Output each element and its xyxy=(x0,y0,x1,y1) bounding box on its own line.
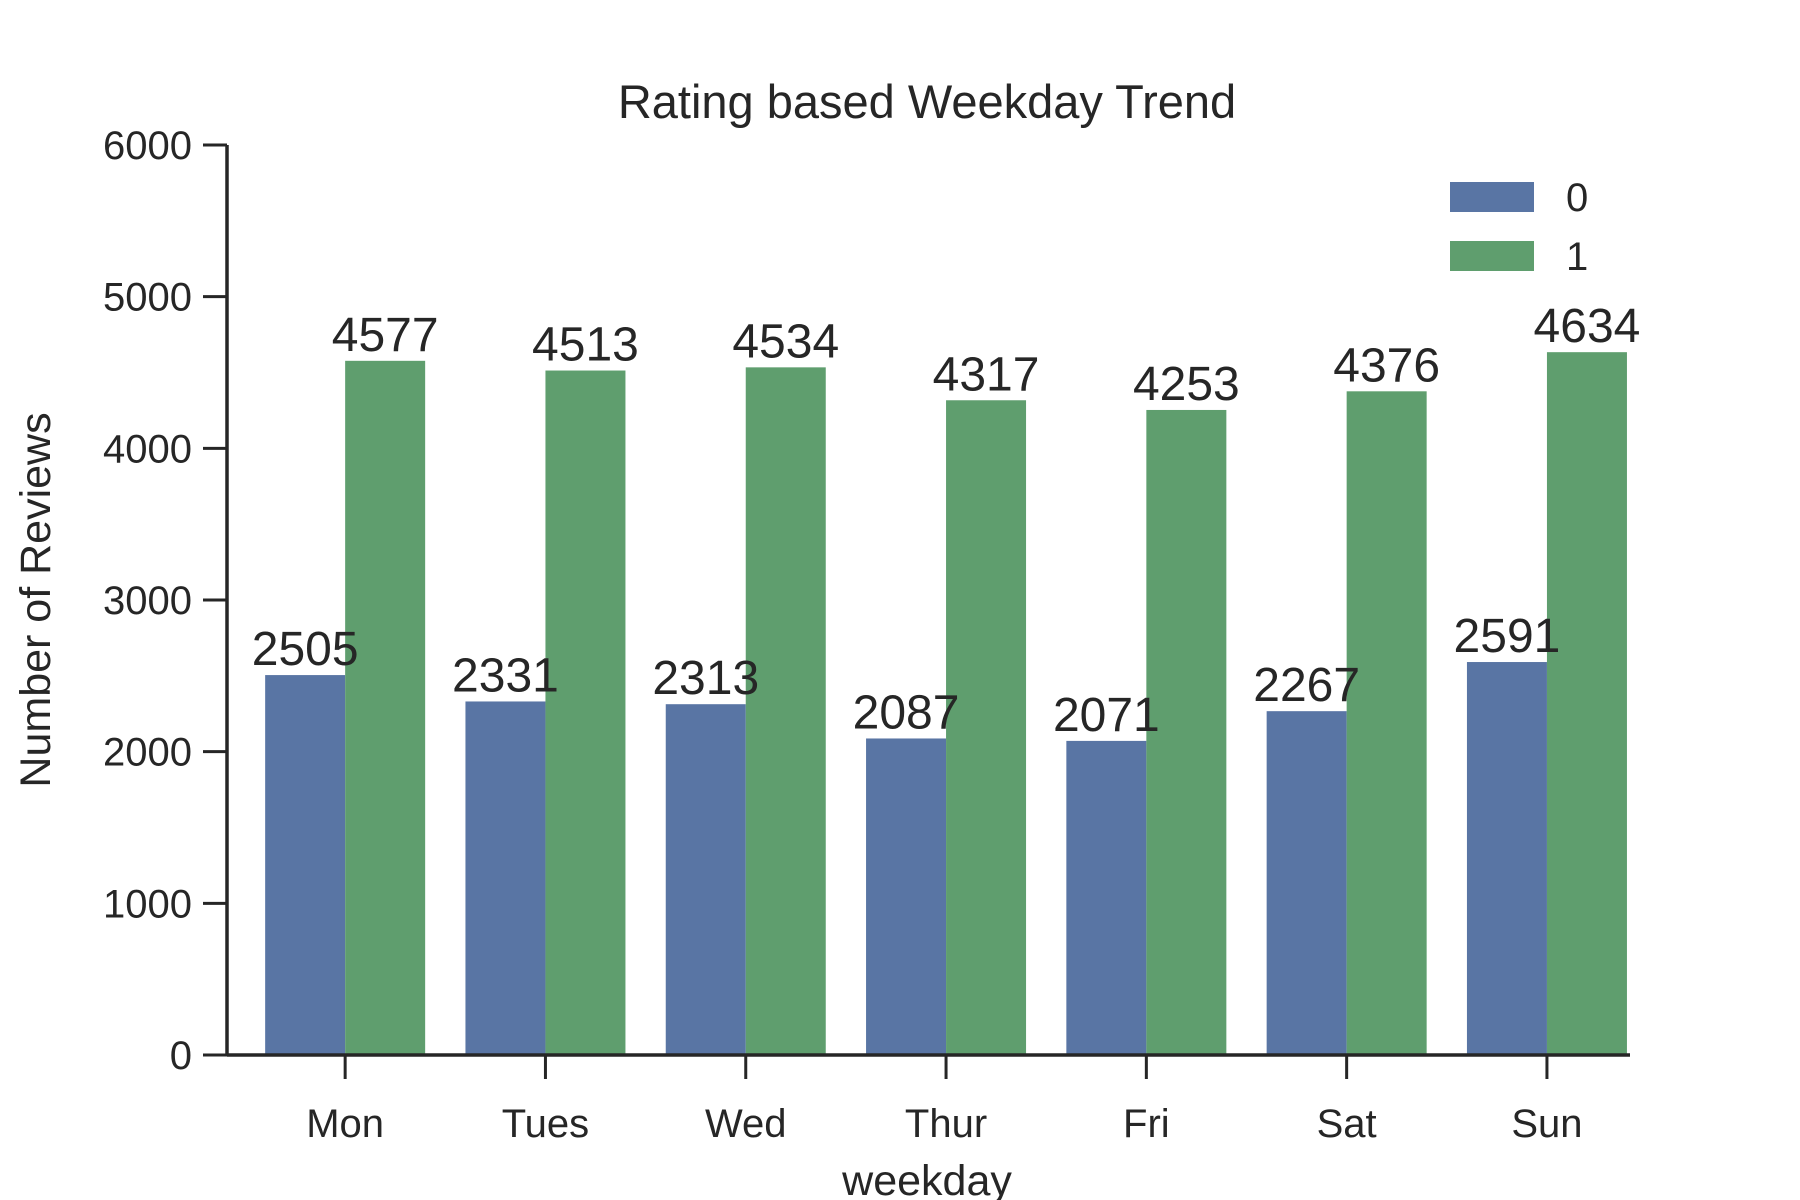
legend-swatch-series-0 xyxy=(1450,182,1534,212)
x-axis: Mon Tues Wed Thur Fri Sat Sun xyxy=(227,1053,1630,1146)
bar-fri-series-1 xyxy=(1146,409,1227,1055)
legend: 01 xyxy=(1450,176,1588,279)
data-label-sun-series-1: 4634 xyxy=(1534,300,1641,353)
bar-sat-series-1 xyxy=(1346,391,1427,1056)
y-axis-label: Number of Reviews xyxy=(12,412,60,787)
y-tick-label-5000: 5000 xyxy=(103,276,192,320)
bar-sun-series-1 xyxy=(1546,352,1627,1056)
x-tick-label-tues: Tues xyxy=(502,1102,589,1146)
x-tick-label-sun: Sun xyxy=(1511,1102,1582,1146)
bar-tues-series-0 xyxy=(465,701,546,1055)
data-label-tues-series-1: 4513 xyxy=(532,319,639,372)
x-tick-label-mon: Mon xyxy=(306,1102,384,1146)
y-axis: 0 1000 2000 3000 4000 5000 6000 xyxy=(103,124,229,1078)
data-label-sat-series-0: 2267 xyxy=(1253,659,1360,712)
data-label-mon-series-0: 2505 xyxy=(252,623,359,676)
data-labels-layer: 2505 2331 2313 2087 2071 2267 2591 4577 4513 4534… xyxy=(252,300,1641,742)
bar-mon-series-0 xyxy=(265,675,346,1055)
y-tick-label-3000: 3000 xyxy=(103,579,192,623)
bar-thur-series-0 xyxy=(866,738,947,1055)
x-tick-label-fri: Fri xyxy=(1123,1102,1170,1146)
bar-wed-series-1 xyxy=(745,367,826,1055)
y-tick-label-4000: 4000 xyxy=(103,427,192,471)
legend-swatch-series-1 xyxy=(1450,241,1534,271)
x-tick-label-sat: Sat xyxy=(1317,1102,1377,1146)
x-axis-label: weekday xyxy=(841,1157,1012,1200)
bar-mon-series-1 xyxy=(345,360,426,1055)
legend-label-series-0: 0 xyxy=(1566,176,1588,220)
data-label-mon-series-1: 4577 xyxy=(332,309,439,362)
bar-thur-series-1 xyxy=(946,400,1027,1055)
x-tick-label-wed: Wed xyxy=(705,1102,787,1146)
data-label-sun-series-0: 2591 xyxy=(1454,610,1561,663)
chart-title: Rating based Weekday Trend xyxy=(618,75,1236,128)
bar-fri-series-0 xyxy=(1066,740,1147,1055)
legend-label-series-1: 1 xyxy=(1566,235,1588,279)
y-tick-label-2000: 2000 xyxy=(103,731,192,775)
data-label-thur-series-0: 2087 xyxy=(853,686,960,739)
data-label-wed-series-1: 4534 xyxy=(732,315,839,368)
y-tick-label-0: 0 xyxy=(170,1034,192,1078)
bar-sun-series-0 xyxy=(1466,662,1547,1055)
bar-tues-series-1 xyxy=(545,370,626,1055)
data-label-sat-series-1: 4376 xyxy=(1333,339,1440,392)
bars-layer xyxy=(265,352,1627,1056)
bar-sat-series-0 xyxy=(1266,711,1347,1055)
data-label-fri-series-1: 4253 xyxy=(1133,358,1240,411)
data-label-tues-series-0: 2331 xyxy=(452,649,559,702)
y-tick-label-1000: 1000 xyxy=(103,882,192,926)
x-tick-label-thur: Thur xyxy=(905,1102,987,1146)
y-tick-label-6000: 6000 xyxy=(103,124,192,168)
data-label-wed-series-0: 2313 xyxy=(652,652,759,705)
data-label-fri-series-0: 2071 xyxy=(1053,689,1160,742)
bar-wed-series-0 xyxy=(665,704,746,1055)
data-label-thur-series-1: 4317 xyxy=(933,348,1040,401)
